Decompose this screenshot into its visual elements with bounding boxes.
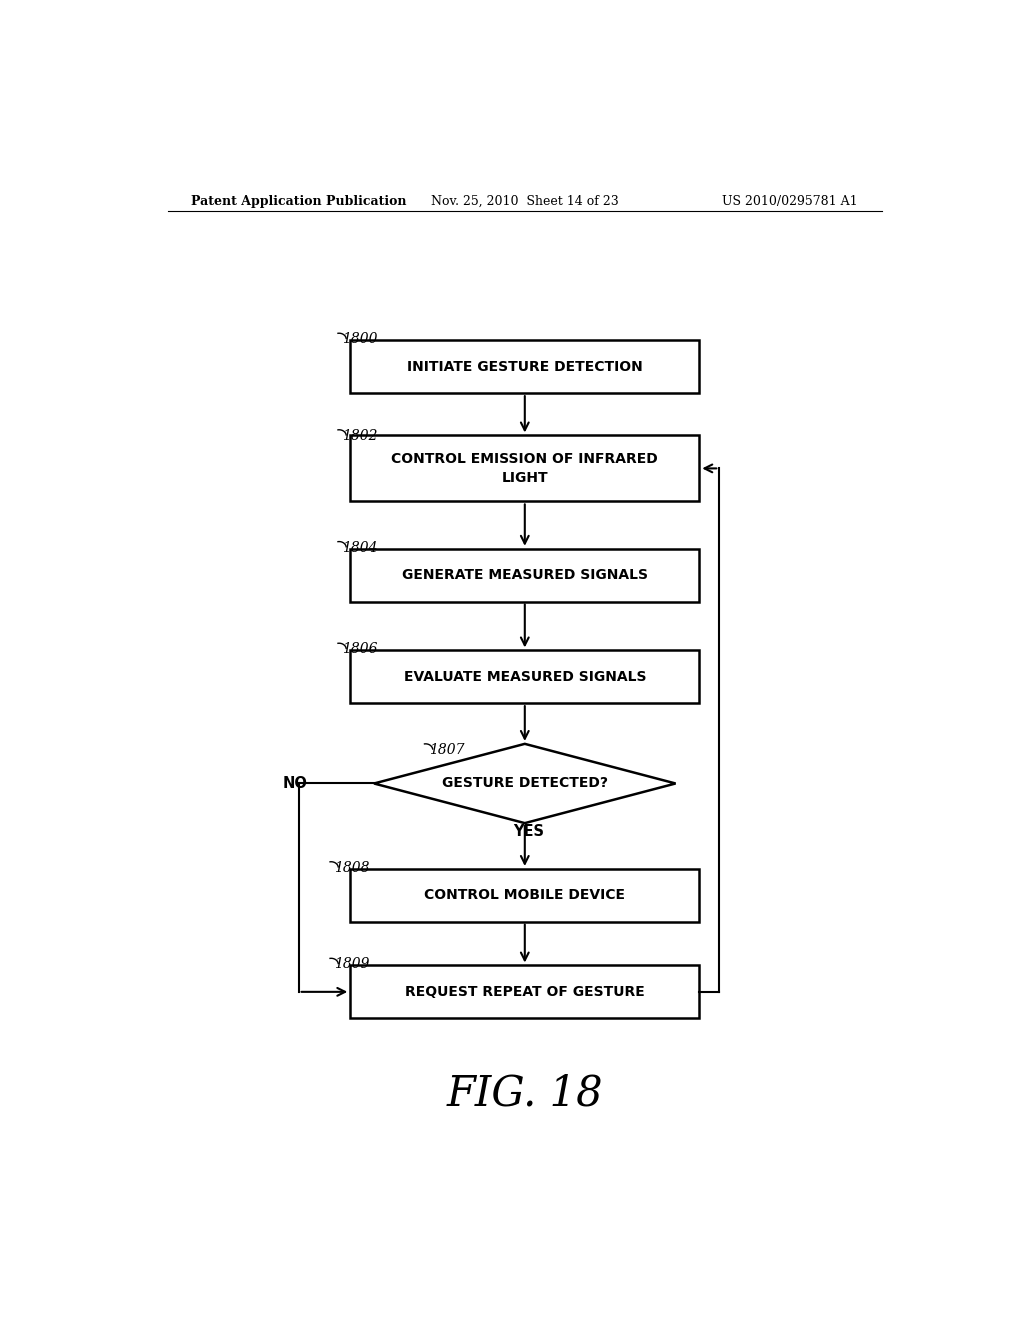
Polygon shape (374, 744, 676, 824)
FancyBboxPatch shape (350, 549, 699, 602)
Text: GESTURE DETECTED?: GESTURE DETECTED? (441, 776, 608, 791)
Text: 1800: 1800 (342, 333, 378, 346)
Text: NO: NO (283, 776, 307, 791)
Text: FIG. 18: FIG. 18 (446, 1072, 603, 1114)
Text: 1808: 1808 (334, 861, 370, 875)
Text: Nov. 25, 2010  Sheet 14 of 23: Nov. 25, 2010 Sheet 14 of 23 (431, 194, 618, 207)
Text: 1804: 1804 (342, 541, 378, 554)
Text: 1806: 1806 (342, 643, 378, 656)
Text: YES: YES (513, 824, 545, 838)
Text: CONTROL EMISSION OF INFRARED
LIGHT: CONTROL EMISSION OF INFRARED LIGHT (391, 453, 658, 484)
FancyBboxPatch shape (350, 651, 699, 704)
Text: US 2010/0295781 A1: US 2010/0295781 A1 (723, 194, 858, 207)
FancyBboxPatch shape (350, 869, 699, 921)
Text: 1809: 1809 (334, 957, 370, 972)
FancyBboxPatch shape (350, 341, 699, 393)
Text: EVALUATE MEASURED SIGNALS: EVALUATE MEASURED SIGNALS (403, 669, 646, 684)
Text: 1802: 1802 (342, 429, 378, 444)
Text: 1807: 1807 (429, 743, 464, 756)
FancyBboxPatch shape (350, 965, 699, 1018)
Text: GENERATE MEASURED SIGNALS: GENERATE MEASURED SIGNALS (401, 568, 648, 582)
Text: REQUEST REPEAT OF GESTURE: REQUEST REPEAT OF GESTURE (404, 985, 645, 999)
Text: Patent Application Publication: Patent Application Publication (191, 194, 407, 207)
FancyBboxPatch shape (350, 436, 699, 502)
Text: INITIATE GESTURE DETECTION: INITIATE GESTURE DETECTION (407, 360, 643, 374)
Text: CONTROL MOBILE DEVICE: CONTROL MOBILE DEVICE (424, 888, 626, 903)
